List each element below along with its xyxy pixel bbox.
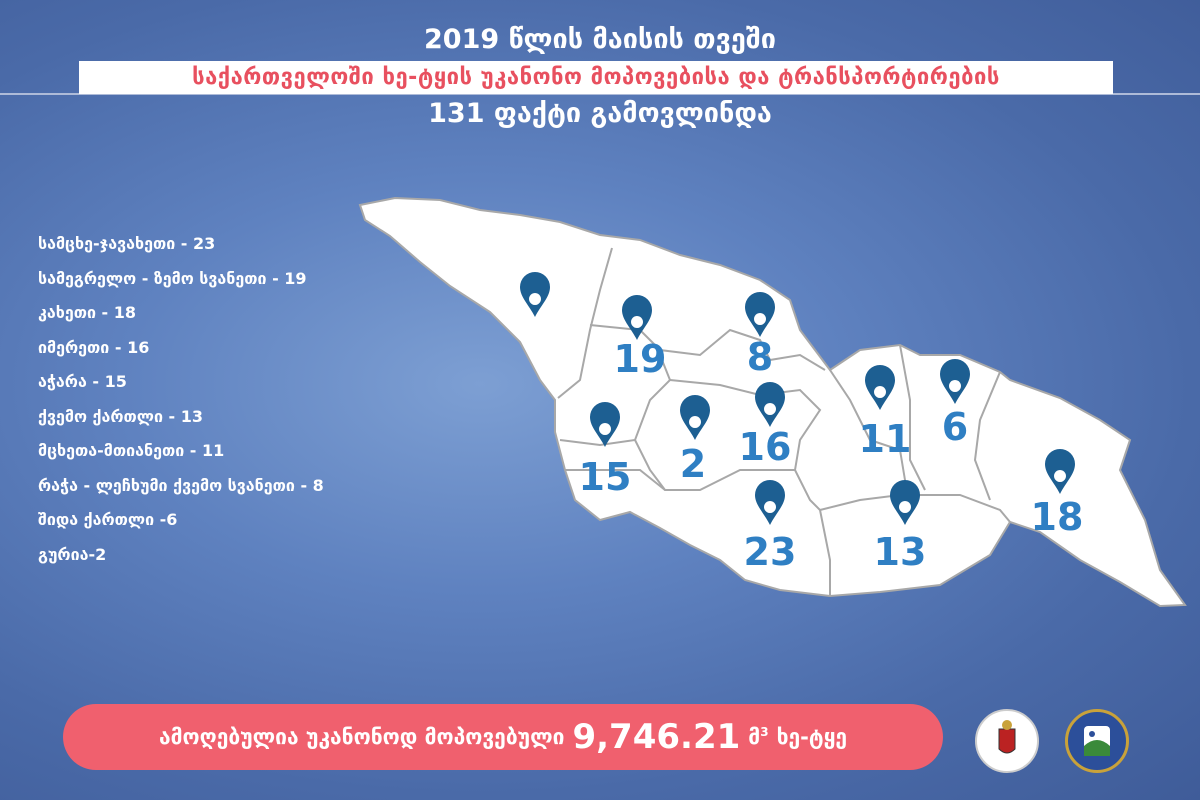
region-count-label: 23 xyxy=(744,530,797,574)
region-count-label: 2 xyxy=(680,442,706,486)
region-borders xyxy=(557,247,1011,596)
banner-suffix: ხე-ტყე xyxy=(776,725,848,749)
region-count-label: 8 xyxy=(747,335,773,379)
banner-amount: 9,746.21 xyxy=(572,717,741,757)
legend-item: ქვემო ქართლი - 13 xyxy=(38,406,204,426)
region-count-label: 13 xyxy=(874,530,927,574)
map-pin-icon xyxy=(755,382,785,427)
title-line-3: 131 ფაქტი გამოვლინდა xyxy=(428,98,772,129)
map-pin-icon xyxy=(622,295,652,340)
legend-item: იმერეთი - 16 xyxy=(38,337,150,357)
legend-item: სამცხე-ჯავახეთი - 23 xyxy=(38,234,216,253)
divider xyxy=(0,93,1200,95)
region-count-label: 6 xyxy=(942,405,968,449)
legend-item: სამეგრელო - ზემო სვანეთი - 19 xyxy=(38,268,307,288)
banner-unit: მ3 xyxy=(748,725,769,749)
legend-item: მცხეთა-მთიანეთი - 11 xyxy=(38,441,225,460)
legend-item: კახეთი - 18 xyxy=(38,303,137,322)
map-pin-icon xyxy=(680,395,710,440)
map-pin-icon xyxy=(590,402,620,447)
region-legend: სამცხე-ჯავახეთი - 23 სამეგრელო - ზემო სვ… xyxy=(38,234,324,579)
banner-prefix: ამოღებულია უკანონოდ მოპოვებული xyxy=(158,725,565,749)
map-pin-icon xyxy=(745,292,775,337)
title-line-1: 2019 წლის მაისის თვეში xyxy=(424,24,776,55)
legend-item: გურია-2 xyxy=(38,544,107,564)
map-pin-icon xyxy=(865,365,895,410)
ministry-emblem-logo xyxy=(975,709,1039,773)
region-count-label: 15 xyxy=(579,455,632,499)
legend-item: რაჭა - ლეჩხუმი ქვემო სვანეთი - 8 xyxy=(38,475,324,495)
region-count-label: 11 xyxy=(859,417,912,461)
title-line-2: საქართველოში ხე-ტყის უკანონო მოპოვებისა … xyxy=(79,61,1113,94)
legend-item: შიდა ქართლი -6 xyxy=(38,510,178,529)
map-pin-icon xyxy=(890,480,920,525)
region-count-label: 18 xyxy=(1031,495,1084,539)
map-pin-icon xyxy=(940,359,970,404)
map-pin-icon xyxy=(755,480,785,525)
map-pin-icon xyxy=(1045,449,1075,494)
region-count-label: 16 xyxy=(739,425,792,469)
legend-item: აჭარა - 15 xyxy=(38,372,127,391)
region-count-label: 19 xyxy=(614,337,667,381)
map-pin-icon xyxy=(520,272,550,317)
forestry-agency-logo xyxy=(1065,709,1129,773)
total-volume-banner: ამოღებულია უკანონოდ მოპოვებული 9,746.21 … xyxy=(63,704,943,770)
